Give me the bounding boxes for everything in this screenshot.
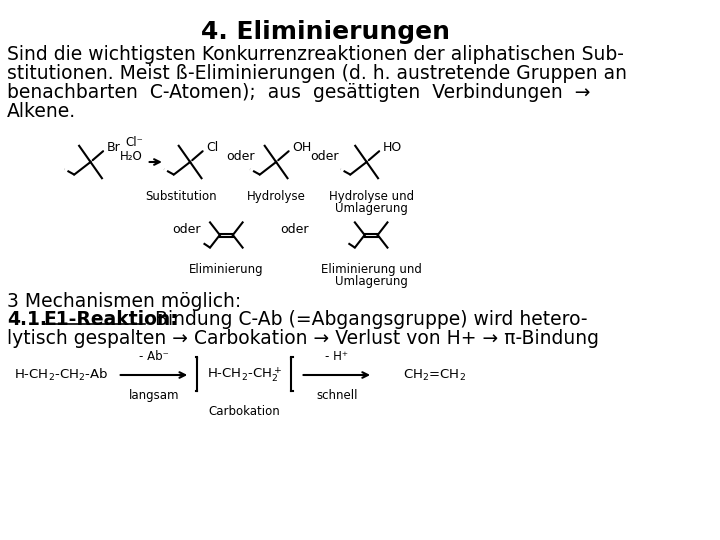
Text: Substitution: Substitution xyxy=(145,190,217,203)
Text: oder: oder xyxy=(226,150,255,163)
Text: 4.1.: 4.1. xyxy=(7,310,47,329)
Text: H-CH$_2$-CH$_2^+$: H-CH$_2$-CH$_2^+$ xyxy=(207,366,282,384)
Text: H-CH$_2$-CH$_2$-Ab: H-CH$_2$-CH$_2$-Ab xyxy=(14,367,109,383)
Text: Eliminierung: Eliminierung xyxy=(189,263,264,276)
Text: oder: oder xyxy=(172,223,200,236)
Text: Alkene.: Alkene. xyxy=(7,102,76,121)
Text: H₂O: H₂O xyxy=(120,150,143,163)
Text: Bindung C-Ab (=Abgangsgruppe) wird hetero-: Bindung C-Ab (=Abgangsgruppe) wird heter… xyxy=(149,310,588,329)
Text: CH$_2$=CH$_2$: CH$_2$=CH$_2$ xyxy=(403,367,466,382)
Text: Hydrolyse und: Hydrolyse und xyxy=(328,190,414,203)
Text: langsam: langsam xyxy=(129,389,179,402)
Text: lytisch gespalten → Carbokation → Verlust von H+ → π-Bindung: lytisch gespalten → Carbokation → Verlus… xyxy=(7,329,599,348)
Text: stitutionen. Meist ß-Eliminierungen (d. h. austretende Gruppen an: stitutionen. Meist ß-Eliminierungen (d. … xyxy=(7,64,627,83)
Text: Sind die wichtigsten Konkurrenzreaktionen der aliphatischen Sub-: Sind die wichtigsten Konkurrenzreaktione… xyxy=(7,45,624,64)
Text: schnell: schnell xyxy=(316,389,358,402)
Text: Eliminierung und: Eliminierung und xyxy=(320,263,422,276)
Text: Cl: Cl xyxy=(207,141,219,154)
Text: Umlagerung: Umlagerung xyxy=(335,275,408,288)
Text: - Ab⁻: - Ab⁻ xyxy=(139,350,168,363)
Text: Umlagerung: Umlagerung xyxy=(335,202,408,215)
Text: OH: OH xyxy=(292,141,312,154)
Text: E1-Reaktion:: E1-Reaktion: xyxy=(43,310,179,329)
Text: 4. Eliminierungen: 4. Eliminierungen xyxy=(202,20,451,44)
Text: benachbarten  C-Atomen);  aus  gesättigten  Verbindungen  →: benachbarten C-Atomen); aus gesättigten … xyxy=(7,83,590,102)
Text: HO: HO xyxy=(383,141,402,154)
Text: Cl⁻: Cl⁻ xyxy=(125,136,143,149)
Text: Carbokation: Carbokation xyxy=(209,405,280,418)
Text: Br: Br xyxy=(107,141,120,154)
Text: 3 Mechanismen möglich:: 3 Mechanismen möglich: xyxy=(7,292,241,311)
Text: Hydrolyse: Hydrolyse xyxy=(247,190,305,203)
Text: - H⁺: - H⁺ xyxy=(325,350,348,363)
Text: oder: oder xyxy=(281,223,309,236)
Text: oder: oder xyxy=(310,150,339,163)
